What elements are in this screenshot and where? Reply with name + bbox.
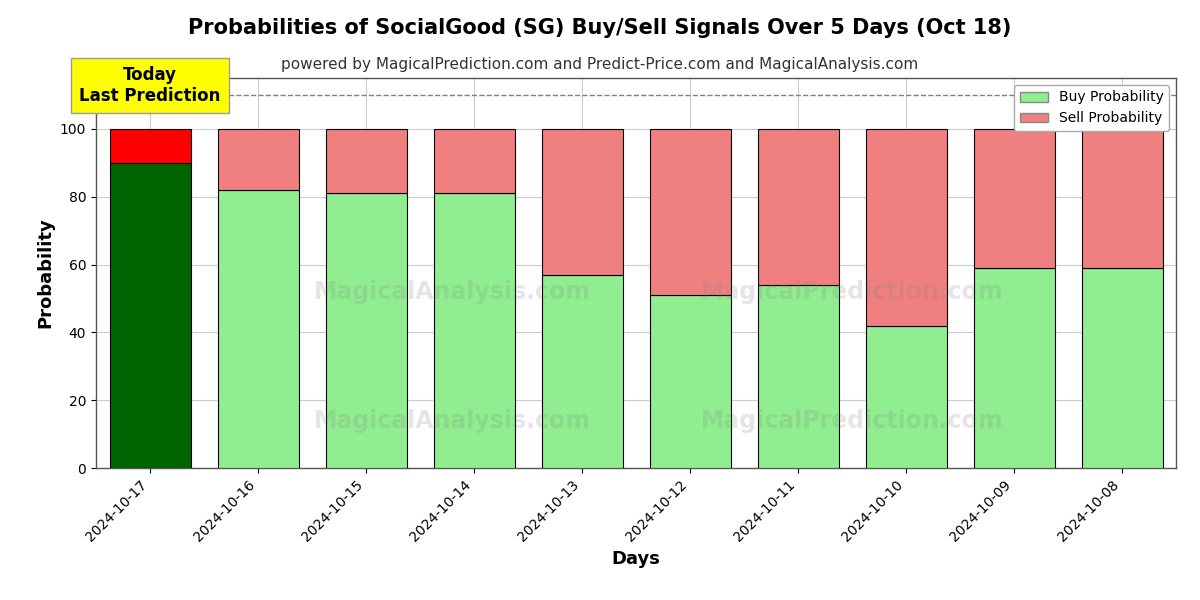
Bar — [109, 129, 191, 163]
Legend: Buy Probability, Sell Probability: Buy Probability, Sell Probability — [1014, 85, 1169, 131]
Bar — [1081, 129, 1163, 268]
Bar — [865, 129, 947, 326]
Bar — [757, 129, 839, 285]
Bar — [433, 193, 515, 468]
Text: Probabilities of SocialGood (SG) Buy/Sell Signals Over 5 Days (Oct 18): Probabilities of SocialGood (SG) Buy/Sel… — [188, 18, 1012, 38]
Text: MagicalPrediction.com: MagicalPrediction.com — [701, 280, 1003, 304]
Bar — [433, 129, 515, 193]
Text: MagicalPrediction.com: MagicalPrediction.com — [701, 409, 1003, 433]
Bar — [757, 285, 839, 468]
Text: powered by MagicalPrediction.com and Predict-Price.com and MagicalAnalysis.com: powered by MagicalPrediction.com and Pre… — [281, 57, 919, 72]
Text: MagicalAnalysis.com: MagicalAnalysis.com — [314, 280, 590, 304]
Bar — [973, 268, 1055, 468]
Bar — [973, 129, 1055, 268]
Bar — [217, 129, 299, 190]
Text: MagicalAnalysis.com: MagicalAnalysis.com — [314, 409, 590, 433]
Text: Today
Last Prediction: Today Last Prediction — [79, 67, 221, 105]
X-axis label: Days: Days — [612, 550, 660, 568]
Bar — [217, 190, 299, 468]
Bar — [325, 129, 407, 193]
Bar — [541, 275, 623, 468]
Bar — [1081, 268, 1163, 468]
Bar — [541, 129, 623, 275]
Bar — [109, 163, 191, 468]
Y-axis label: Probability: Probability — [36, 218, 54, 328]
Bar — [649, 295, 731, 468]
Bar — [865, 326, 947, 468]
Bar — [649, 129, 731, 295]
Bar — [325, 193, 407, 468]
